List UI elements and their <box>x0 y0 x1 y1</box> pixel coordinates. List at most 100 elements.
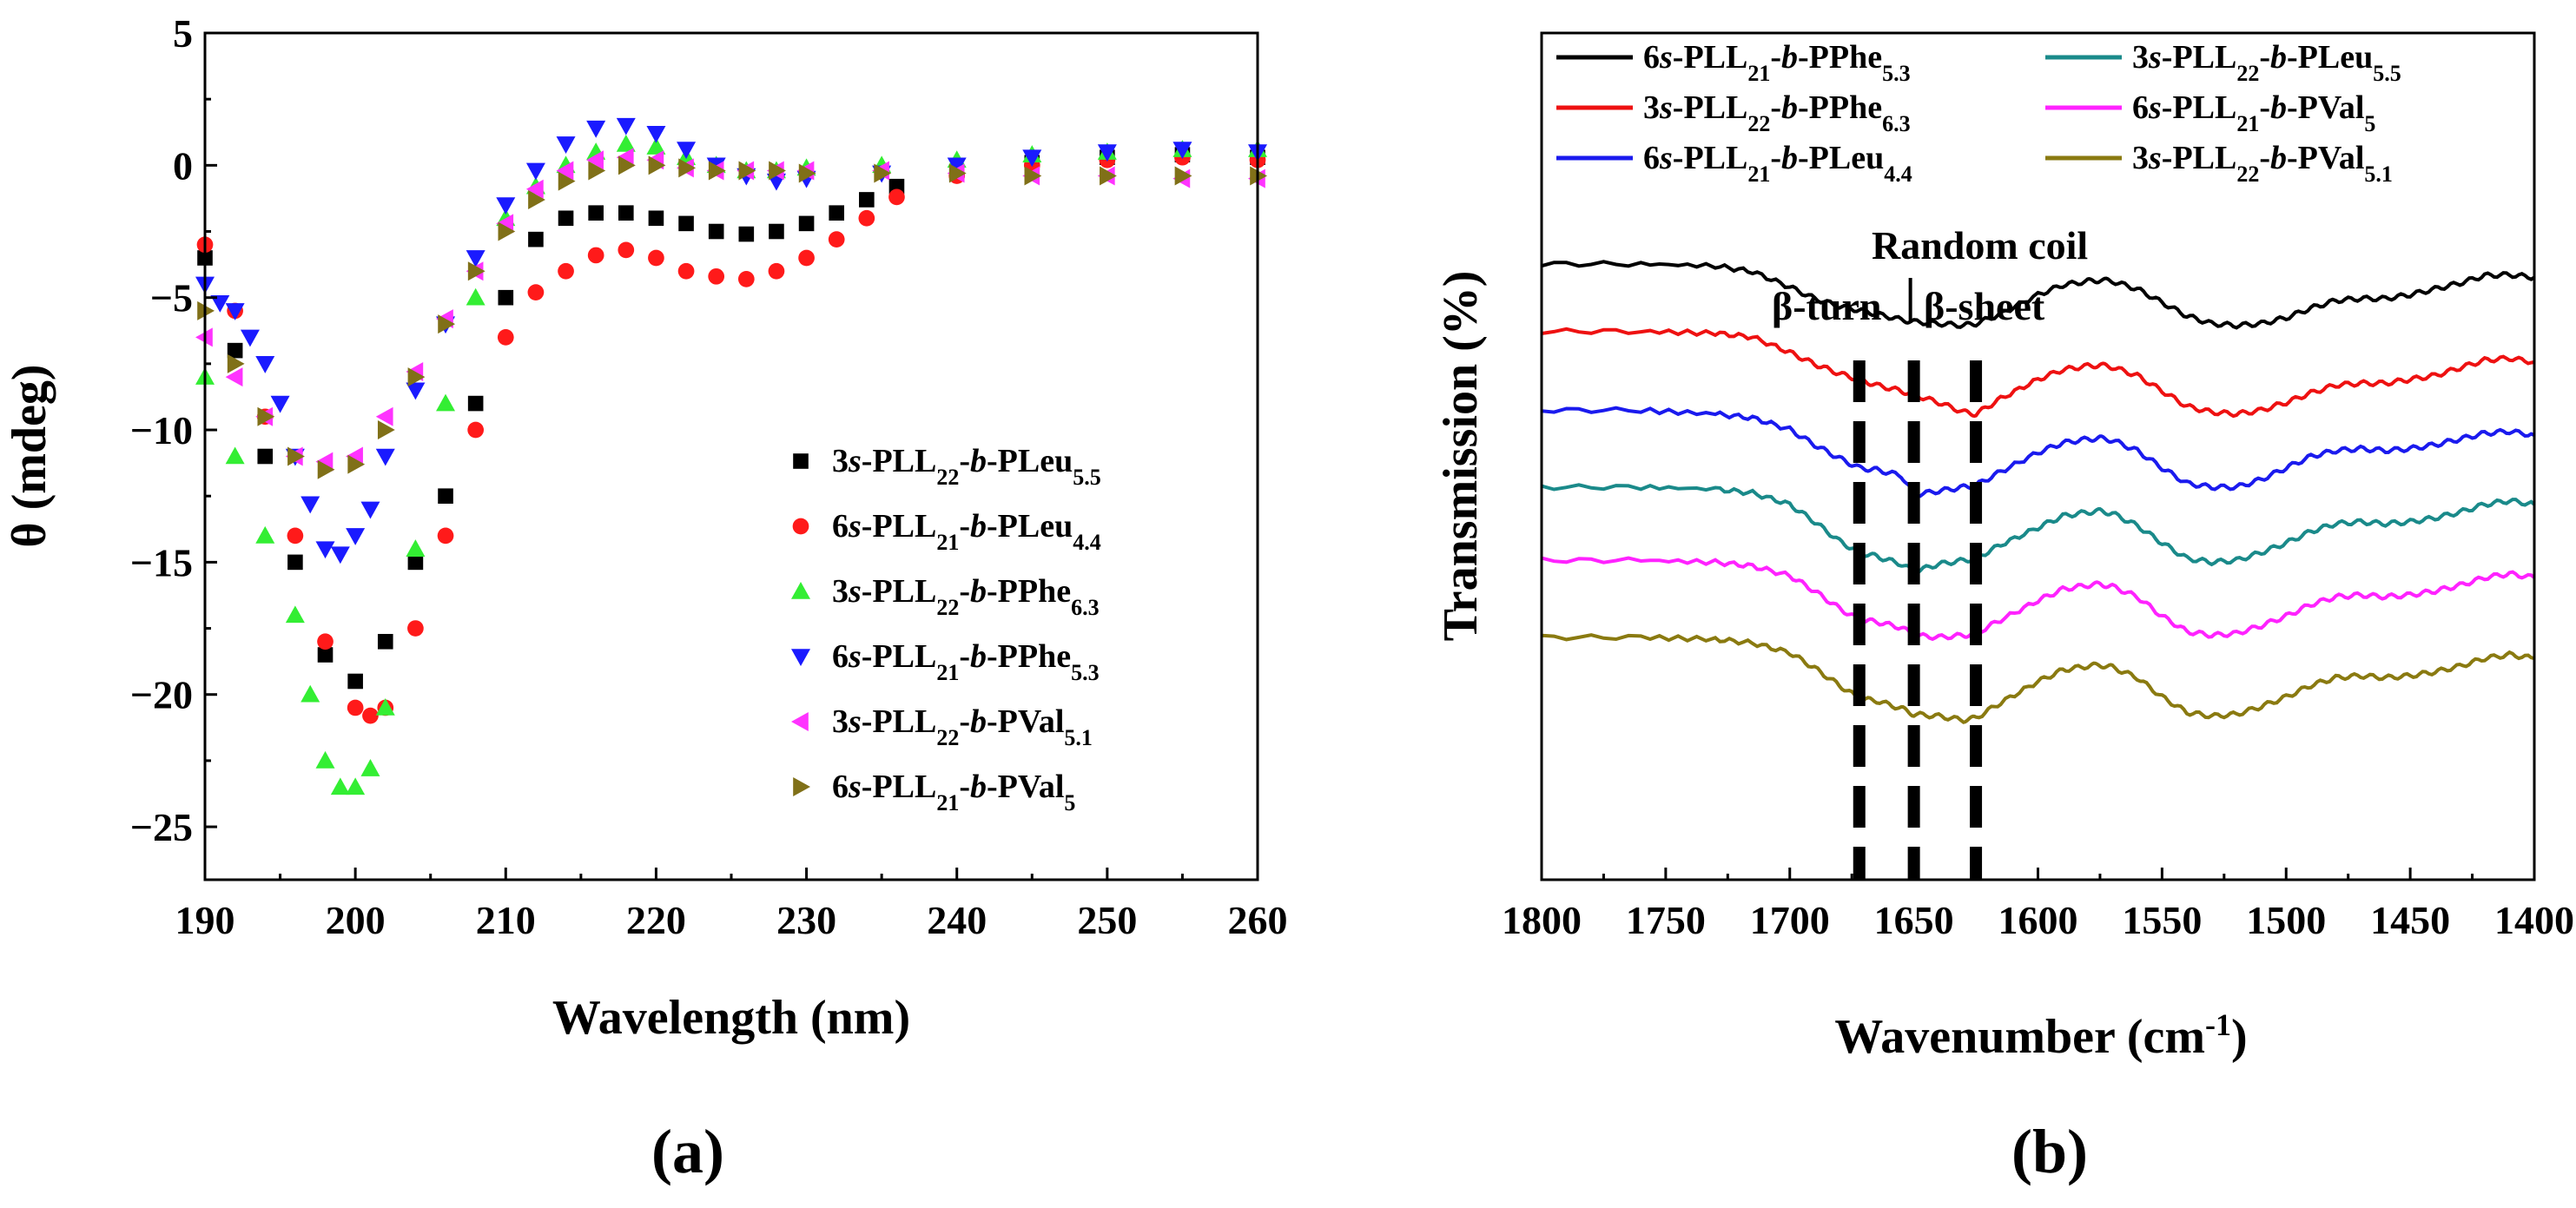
panel-b-label: (b) <box>2011 1117 2088 1186</box>
data-point <box>618 205 634 221</box>
x-tick-label: 230 <box>776 898 836 942</box>
data-point <box>888 188 905 206</box>
data-point <box>737 271 755 287</box>
data-point <box>558 171 576 191</box>
legend-sub: 5.5 <box>1073 465 1101 490</box>
series-s6 <box>197 155 1267 479</box>
data-point <box>287 446 305 466</box>
data-point <box>525 179 544 199</box>
legend-sub: 22 <box>1747 111 1770 136</box>
legend-part: -PLL <box>2162 140 2237 176</box>
data-point <box>528 189 545 209</box>
legend-part: -PPhe <box>987 638 1071 675</box>
data-point <box>347 454 366 474</box>
x-tick-label: 1600 <box>1998 898 2078 942</box>
x-tick-label: 1800 <box>1502 898 1582 942</box>
legend-entry-b5: 6s-PLL21-b-PVal5 <box>2045 89 2375 136</box>
data-point <box>1174 166 1192 186</box>
legend-sub: 22 <box>2236 61 2259 86</box>
data-point <box>646 137 666 155</box>
x-tick-label: 1750 <box>1626 898 1706 942</box>
spectrum-line-b1 <box>1541 260 2536 330</box>
data-point <box>618 241 635 259</box>
legend-part: s <box>1659 89 1673 126</box>
data-point <box>301 496 320 514</box>
legend-part: 6 <box>832 769 849 805</box>
data-point <box>438 488 453 505</box>
x-tick-label: 1700 <box>1750 898 1830 942</box>
legend-part: -PLL <box>2162 39 2237 76</box>
panel-b-ticks: 1800 1750 1700 1650 1600 1550 1500 1450 1400 <box>1502 868 2574 942</box>
legend-label-s4: 6s-PLL21-b-PPhe5.3 <box>832 638 1100 685</box>
legend-part: - <box>2259 39 2270 76</box>
data-point <box>240 329 260 347</box>
data-point <box>678 158 697 178</box>
data-point <box>301 684 320 703</box>
legend-sub: 21 <box>2236 111 2259 136</box>
legend-part: 6 <box>1643 39 1660 76</box>
data-point <box>375 697 395 716</box>
data-point <box>558 210 574 227</box>
legend-part: b <box>970 508 987 545</box>
legend-entry-b3: 6s-PLL21-b-PLeu4.4 <box>1556 140 1912 187</box>
legend-marker <box>791 582 810 599</box>
data-point <box>646 125 666 143</box>
legend-part: b <box>2270 140 2287 176</box>
legend-part: s <box>848 508 862 545</box>
data-point <box>678 215 694 232</box>
x-tick-label: 190 <box>175 898 235 942</box>
data-point <box>255 525 275 544</box>
legend-entry-s5: 3s-PLL22-b-PVal5.1 <box>791 703 1093 750</box>
legend-part: -PVal <box>987 769 1064 805</box>
data-point <box>436 393 456 412</box>
legend-label-b2: 3s-PLL22-b-PPhe6.3 <box>1643 89 1911 136</box>
panel-b-xlabel-end: ) <box>2231 1010 2248 1064</box>
panel-a-plot-area <box>195 117 1267 795</box>
data-point <box>466 250 485 267</box>
panel-b-annotations: Random coil β-turn β-sheet <box>1772 223 2088 880</box>
legend-part: 6 <box>832 508 849 545</box>
data-point <box>497 329 514 346</box>
data-point <box>285 605 305 624</box>
legend-part: -PLL <box>1673 39 1748 76</box>
legend-part: b <box>2270 39 2287 76</box>
data-point <box>527 284 545 300</box>
legend-sub: 22 <box>2236 162 2259 187</box>
x-tick-label: 220 <box>626 898 686 942</box>
legend-part: - <box>959 573 970 610</box>
data-point <box>225 367 243 387</box>
legend-entry-s4: 6s-PLL21-b-PPhe5.3 <box>791 638 1100 685</box>
y-tick-label: 0 <box>173 143 193 188</box>
data-point <box>738 226 755 242</box>
legend-sub: 4.4 <box>1884 162 1912 187</box>
legend-part: b <box>970 443 987 479</box>
series-s1 <box>197 147 1265 690</box>
data-point <box>377 633 393 650</box>
annotation-label: Random coil <box>1872 223 2088 267</box>
spectrum-line-b4 <box>1541 483 2536 576</box>
x-tick-label: 1450 <box>2370 898 2450 942</box>
panel-a-ticks: 190 200 210 220 230 240 250 260 5 0 −5 −10 −15 −20 −25 <box>130 11 1288 942</box>
data-point <box>498 221 516 241</box>
data-point <box>586 150 604 170</box>
legend-sub: 5.3 <box>1071 660 1100 685</box>
data-point <box>257 448 274 465</box>
legend-part: - <box>1770 89 1781 126</box>
legend-part: s <box>848 703 862 740</box>
panel-b-xlabel-main: Wavenumber (cm <box>1834 1010 2205 1064</box>
legend-part: s <box>848 638 862 675</box>
data-point <box>466 287 485 306</box>
legend-sub: 5 <box>2364 111 2375 136</box>
y-tick-label: −20 <box>130 673 193 717</box>
legend-part: b <box>970 638 987 675</box>
legend-part: -PLL <box>862 769 937 805</box>
legend-part: - <box>1770 140 1781 176</box>
legend-part: - <box>959 703 970 740</box>
legend-label-s3: 3s-PLL22-b-PPhe6.3 <box>832 573 1100 620</box>
data-point <box>738 161 756 181</box>
data-point <box>407 554 424 571</box>
legend-part: 6 <box>1643 140 1660 176</box>
legend-sub: 21 <box>1747 61 1770 86</box>
legend-part: -PPhe <box>987 573 1071 610</box>
legend-sub: 21 <box>936 530 959 555</box>
